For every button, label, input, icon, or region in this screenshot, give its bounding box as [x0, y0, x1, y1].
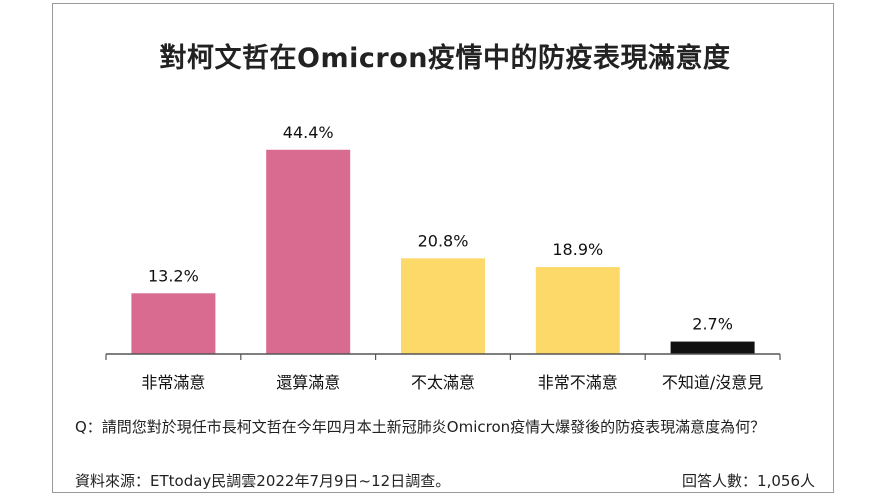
bar-5: [670, 341, 755, 354]
bar-value-label: 2.7%: [692, 315, 733, 334]
category-label: 非常滿意: [141, 373, 205, 392]
bar-2: [266, 149, 351, 354]
chart-title: 對柯文哲在Omicron疫情中的防疫表現滿意度: [159, 43, 731, 74]
chart-frame: [52, 3, 834, 493]
axis-group: [105, 353, 781, 360]
bar-4: [535, 267, 620, 354]
bar-1: [131, 293, 216, 354]
category-label: 不知道/沒意見: [662, 373, 763, 392]
bar-value-label: 13.2%: [148, 266, 199, 285]
category-label: 非常不滿意: [538, 373, 618, 392]
respondent-count: 回答人數：1,056人: [682, 472, 815, 490]
bar-chart: 13.2% 44.4% 20.8% 18.9% 2.7% 非常滿意 還算滿意 不太滿意 非常不…: [105, 123, 781, 392]
survey-question: Q：請問您對於現任市長柯文哲在今年四月本土新冠肺炎Omicron疫情大爆發後的防…: [75, 418, 766, 436]
bar-3: [401, 258, 485, 354]
category-label: 不太滿意: [411, 373, 475, 392]
value-labels-group: 13.2% 44.4% 20.8% 18.9% 2.7%: [148, 123, 733, 334]
bars-group: [131, 149, 755, 354]
bar-value-label: 44.4%: [283, 123, 334, 142]
data-source: 資料來源：ETtoday民調雲2022年7月9日~12日調查。: [75, 472, 451, 490]
category-labels-group: 非常滿意 還算滿意 不太滿意 非常不滿意 不知道/沒意見: [141, 373, 763, 392]
bar-value-label: 18.9%: [552, 240, 603, 259]
category-label: 還算滿意: [276, 373, 340, 392]
bar-value-label: 20.8%: [418, 231, 469, 250]
